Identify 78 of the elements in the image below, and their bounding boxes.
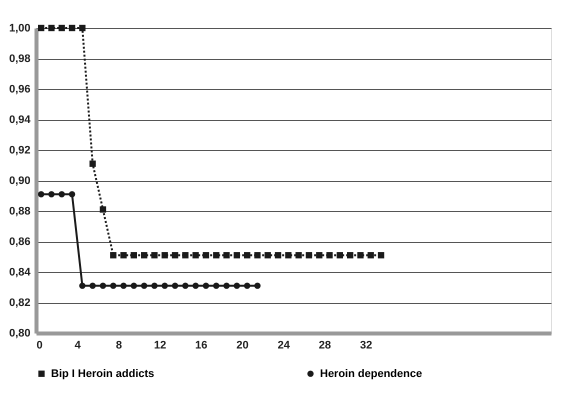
point [120,282,127,289]
point [316,252,322,258]
point [223,252,230,258]
point [295,252,302,258]
point [264,252,271,258]
x-tick-label: 28 [318,340,332,352]
point [306,252,312,258]
point [89,160,96,167]
point [140,252,148,258]
point [357,252,364,258]
point [244,252,250,258]
point [38,24,44,32]
legend-label: Heroin dependence [320,368,422,380]
point [192,252,199,258]
y-tick-label: 0,86 [9,236,30,248]
point [151,282,158,289]
x-tick-label: 8 [116,340,122,352]
point [100,282,106,289]
point [192,282,199,289]
point [58,24,65,32]
point [68,191,76,198]
x-tick-label: 4 [74,340,82,352]
x-tick-label: 20 [236,340,249,352]
x-tick-label: 32 [360,340,372,352]
point [182,282,189,289]
x-tick-label: 24 [278,340,291,352]
point [130,252,138,258]
point [151,252,158,258]
y-tick-label: 0,90 [9,175,30,187]
point [202,282,210,289]
point [254,282,261,289]
point [120,252,127,258]
point [79,24,86,32]
point [110,282,116,289]
y-tick-label: 0,84 [9,266,32,278]
point [254,252,261,258]
point [213,252,220,258]
point [223,282,230,289]
x-tick-label: 0 [36,340,43,352]
y-tick-label: 0,94 [9,114,32,126]
point [89,282,96,289]
y-tick-label: 0,92 [9,144,30,156]
point [378,252,384,258]
point [285,252,292,258]
point [182,252,189,258]
point [162,282,168,289]
point [162,252,168,258]
point [48,24,55,32]
point [68,24,76,32]
y-tick-label: 0,82 [9,297,30,309]
y-tick-label: 0,96 [9,84,30,96]
x-tick-label: 16 [195,340,208,352]
point [38,191,44,198]
y-tick-label: 0,88 [9,206,30,218]
x-tick-label: 12 [154,340,166,352]
point [140,282,148,289]
point [172,282,178,289]
point [202,252,210,258]
point [234,282,240,289]
point [58,191,65,198]
point [244,282,250,289]
point [346,252,354,258]
y-tick-label: 0,98 [9,53,30,65]
legend-label: Bip I Heroin addicts [51,368,154,380]
y-tick-label: 1,00 [9,22,30,34]
point [274,252,282,258]
point [234,252,240,258]
point [213,282,220,289]
point [368,252,374,258]
point [336,252,344,258]
point [172,252,178,258]
point [79,282,86,289]
point [100,206,106,213]
point [326,252,333,258]
point [130,282,138,289]
point [48,191,55,198]
point [110,252,116,258]
y-tick-label: 0,80 [9,328,30,340]
